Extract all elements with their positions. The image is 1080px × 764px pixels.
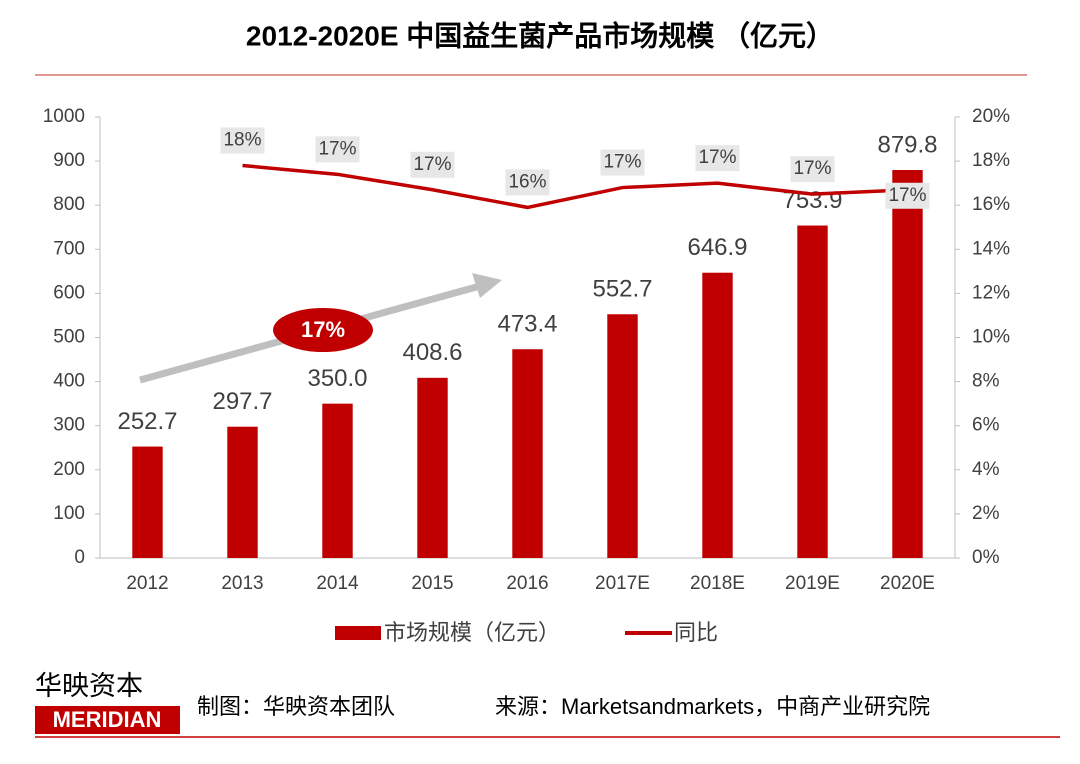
y2-tick-label: 14%	[972, 238, 1010, 259]
bar	[797, 225, 828, 559]
y2-tick-label: 4%	[972, 459, 1000, 480]
line-value-label: 17%	[793, 158, 831, 179]
x-tick-label: 2014	[316, 573, 359, 594]
bar-value-label: 408.6	[402, 339, 462, 366]
bar-value-label: 297.7	[212, 388, 272, 415]
logo-box	[35, 706, 180, 734]
bar	[132, 446, 163, 558]
bar	[892, 170, 923, 559]
x-tick-label: 2020E	[880, 573, 935, 594]
line-label-box	[505, 169, 550, 196]
line-value-label: 17%	[413, 154, 451, 175]
y2-tick-label: 20%	[972, 106, 1010, 127]
bar-value-label: 350.0	[307, 365, 367, 392]
x-tick-label: 2017E	[595, 573, 650, 594]
bar	[512, 349, 543, 558]
y2-tick-label: 10%	[972, 327, 1010, 348]
x-tick-label: 2012	[126, 573, 168, 594]
line-value-label: 17%	[318, 138, 356, 159]
y-tick-label: 200	[53, 459, 85, 480]
annotation-text: 17%	[301, 317, 345, 342]
x-tick-label: 2016	[506, 573, 548, 594]
x-tick-label: 2015	[411, 573, 453, 594]
chart-title: 2012-2020E 中国益生菌产品市场规模 （亿元）	[246, 19, 834, 51]
bar-value-label: 646.9	[687, 234, 747, 261]
line-value-label: 17%	[888, 185, 926, 206]
footer: 华映资本 MERIDIAN 制图：华映资本团队 来源：Marketsandmar…	[35, 671, 1060, 738]
line-label-box	[695, 145, 740, 172]
y2-tick-label: 6%	[972, 415, 1000, 436]
bar	[227, 426, 258, 558]
line-label-box	[220, 127, 265, 154]
line-label-box	[410, 151, 455, 178]
y-tick-label: 300	[53, 415, 85, 436]
y2-tick-label: 0%	[972, 547, 1000, 568]
line-label-box	[315, 136, 360, 163]
y-tick-label: 800	[53, 194, 85, 215]
y-tick-label: 500	[53, 327, 85, 348]
x-tick-label: 2019E	[785, 573, 840, 594]
growth-annotation: 17%	[139, 273, 502, 384]
y2-tick-label: 12%	[972, 282, 1010, 303]
y-tick-label: 600	[53, 282, 85, 303]
bar-value-label: 252.7	[117, 408, 177, 435]
x-tick-label: 2013	[221, 573, 263, 594]
bar-value-label: 473.4	[497, 311, 557, 338]
line-value-label: 17%	[698, 147, 736, 168]
x-tick-label: 2018E	[690, 573, 745, 594]
bar	[417, 377, 448, 558]
legend-swatch-bar	[335, 626, 381, 640]
line-label-box	[790, 156, 835, 183]
legend: 市场规模（亿元） 同比	[335, 620, 718, 645]
legend-label: 市场规模（亿元）	[384, 620, 560, 645]
y2-tick-label: 16%	[972, 194, 1010, 215]
line-value-label: 18%	[223, 130, 261, 151]
line-label-box	[600, 149, 645, 176]
source: 来源：Marketsandmarkets，中商产业研究院	[495, 694, 930, 719]
bar-value-label: 552.7	[592, 276, 652, 303]
bar	[607, 314, 638, 558]
y2-tick-label: 2%	[972, 503, 1000, 524]
legend-label: 同比	[674, 620, 718, 645]
y2-tick-label: 18%	[972, 150, 1010, 171]
y-tick-label: 1000	[43, 106, 85, 127]
y2-tick-label: 8%	[972, 371, 1000, 392]
y-tick-label: 100	[53, 503, 85, 524]
y-tick-label: 700	[53, 238, 85, 259]
credit: 制图：华映资本团队	[197, 694, 395, 719]
bar	[322, 403, 353, 558]
arrow-head	[472, 273, 502, 298]
annotation-badge	[273, 308, 373, 352]
y-tick-label: 900	[53, 150, 85, 171]
line-value-label: 17%	[603, 152, 641, 173]
bar-value-label: 879.8	[877, 131, 937, 158]
line	[242, 163, 908, 210]
line-value-label: 16%	[508, 171, 546, 192]
logo-cn: 华映资本	[35, 671, 143, 701]
line-label-box	[885, 182, 930, 209]
y-tick-label: 0	[74, 547, 85, 568]
bar	[702, 272, 733, 558]
y-tick-label: 400	[53, 371, 85, 392]
logo-en: MERIDIAN	[53, 707, 162, 732]
